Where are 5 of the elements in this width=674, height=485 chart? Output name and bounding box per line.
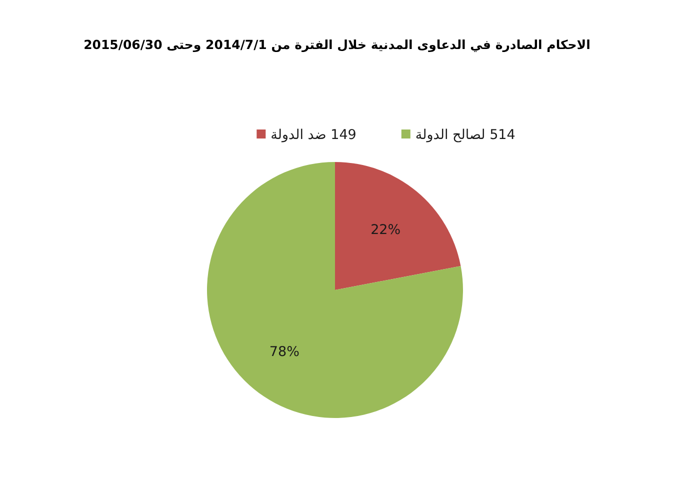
- legend-label: 514 لصالح الدولة: [415, 127, 516, 143]
- value-label: 22%: [370, 222, 401, 238]
- legend-label: 149 ضد الدولة: [270, 127, 356, 143]
- title: الاحكام الصادرة في الدعاوى المدنية خلال الفترة من 2014/7/1 وحتى 2015/06/30: [84, 37, 590, 52]
- value-label: 78%: [269, 344, 300, 360]
